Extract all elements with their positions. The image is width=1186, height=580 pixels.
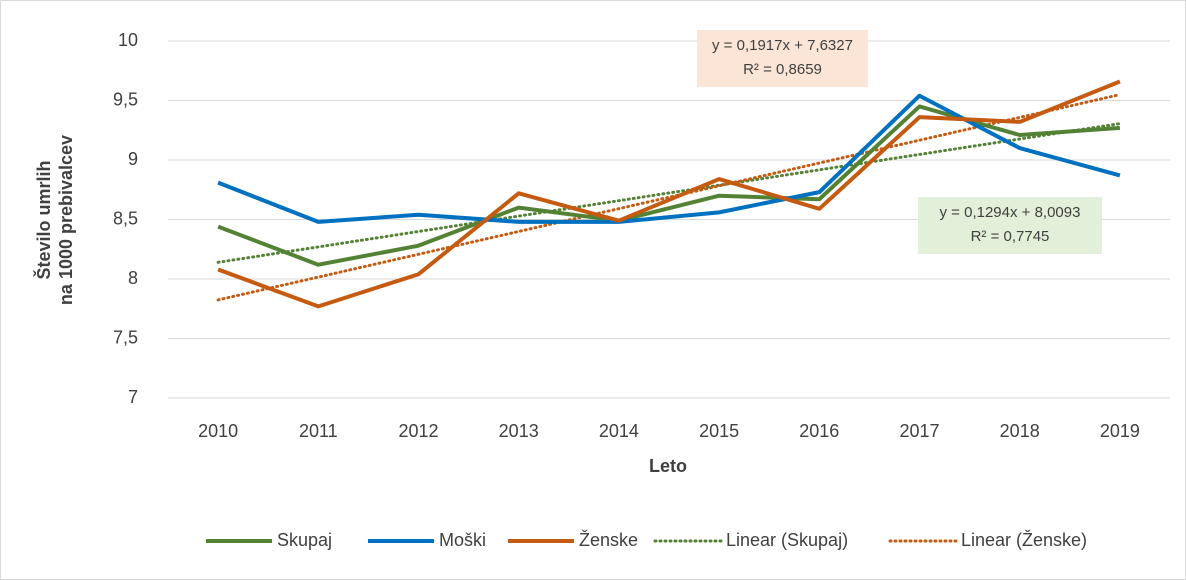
x-tick-label: 2015	[699, 421, 739, 441]
trend-r2: R² = 0,8659	[743, 61, 822, 78]
y-tick-label: 7	[128, 387, 138, 407]
series-line	[217, 93, 1121, 224]
series-line	[217, 79, 1121, 309]
y-tick-label: 8	[128, 268, 138, 288]
y-axis-title: na 1000 prebivalcev	[56, 135, 76, 305]
legend-label: Moški	[439, 530, 486, 550]
trendline	[216, 93, 1122, 302]
x-tick-label: 2018	[1000, 421, 1040, 441]
y-tick-label: 9,5	[113, 89, 138, 109]
trendline	[216, 122, 1122, 264]
x-tick-label: 2016	[799, 421, 839, 441]
legend-label: Linear (Skupaj)	[726, 530, 848, 550]
y-axis-title: Število umrlih	[33, 160, 54, 279]
y-tick-label: 8,5	[113, 208, 138, 228]
legend-label: Skupaj	[277, 530, 332, 550]
annotation-box	[697, 30, 868, 87]
y-tick-label: 9	[128, 149, 138, 169]
x-tick-label: 2010	[198, 421, 238, 441]
x-tick-label: 2012	[398, 421, 438, 441]
legend-label: Linear (Ženske)	[961, 530, 1087, 550]
annotation-box	[918, 197, 1102, 254]
trend-equation: y = 0,1294x + 8,0093	[940, 204, 1081, 221]
x-tick-label: 2014	[599, 421, 639, 441]
x-tick-label: 2011	[299, 421, 338, 441]
y-tick-label: 7,5	[113, 327, 138, 347]
x-axis-title: Leto	[649, 456, 687, 476]
legend-label: Ženske	[579, 530, 638, 550]
x-tick-label: 2013	[499, 421, 539, 441]
y-tick-label: 10	[118, 30, 138, 50]
trend-r2: R² = 0,7745	[971, 228, 1050, 245]
trend-equation: y = 0,1917x + 7,6327	[712, 37, 853, 54]
x-tick-label: 2019	[1100, 421, 1140, 441]
x-tick-label: 2017	[899, 421, 939, 441]
